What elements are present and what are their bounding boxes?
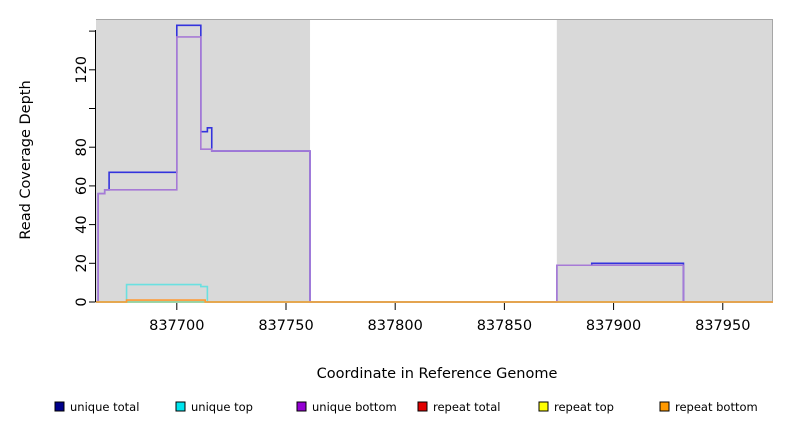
legend-item-unique-top[interactable]: unique top — [175, 400, 253, 414]
x-axis: 837700 837750 837800 837850 837900 837950 — [149, 303, 750, 334]
y-tick-label: 120 — [74, 56, 90, 84]
y-tick-label: 60 — [74, 177, 90, 195]
data-series-group — [96, 24, 773, 303]
legend-swatch-icon — [175, 401, 186, 412]
legend-item-label: repeat top — [554, 400, 614, 414]
legend-item-unique-total[interactable]: unique total — [54, 400, 139, 414]
legend-item-repeat-top[interactable]: repeat top — [538, 400, 614, 414]
legend-item-label: repeat total — [433, 400, 500, 414]
legend: unique total unique top unique bottom repea… — [54, 400, 758, 414]
x-axis-title: Coordinate in Reference Genome — [317, 366, 558, 382]
shaded-region-2 — [556, 19, 773, 302]
y-tick-label: 0 — [74, 297, 90, 306]
series-unique-bottom — [96, 36, 773, 303]
y-tick-label: 80 — [74, 138, 90, 156]
x-tick-label: 837800 — [368, 318, 423, 334]
legend-item-label: repeat bottom — [675, 400, 758, 414]
legend-item-label: unique total — [70, 400, 139, 414]
x-tick-label: 837850 — [477, 318, 532, 334]
shaded-region-1 — [96, 19, 311, 302]
y-tick-label: 40 — [74, 215, 90, 233]
legend-swatch-icon — [417, 401, 428, 412]
legend-item-repeat-total[interactable]: repeat total — [417, 400, 500, 414]
legend-swatch-icon — [538, 401, 549, 412]
legend-swatch-icon — [659, 401, 670, 412]
x-tick-label: 837950 — [695, 318, 750, 334]
x-tick-label: 837900 — [586, 318, 641, 334]
y-axis-title: Read Coverage Depth — [18, 80, 34, 239]
legend-item-repeat-bottom[interactable]: repeat bottom — [659, 400, 758, 414]
x-tick-label: 837700 — [149, 318, 204, 334]
plot-frame — [96, 19, 773, 302]
shaded-regions-group — [96, 19, 773, 302]
legend-swatch-icon — [296, 401, 307, 412]
legend-swatch-icon — [54, 401, 65, 412]
legend-item-label: unique bottom — [312, 400, 397, 414]
legend-item-unique-bottom[interactable]: unique bottom — [296, 400, 397, 414]
y-axis: 0 20 40 60 80 120 — [74, 30, 96, 307]
series-unique-top — [96, 283, 773, 303]
series-repeat-bottom — [96, 299, 773, 303]
x-tick-label: 837750 — [258, 318, 313, 334]
legend-item-label: unique top — [191, 400, 253, 414]
y-tick-label: 20 — [74, 254, 90, 272]
